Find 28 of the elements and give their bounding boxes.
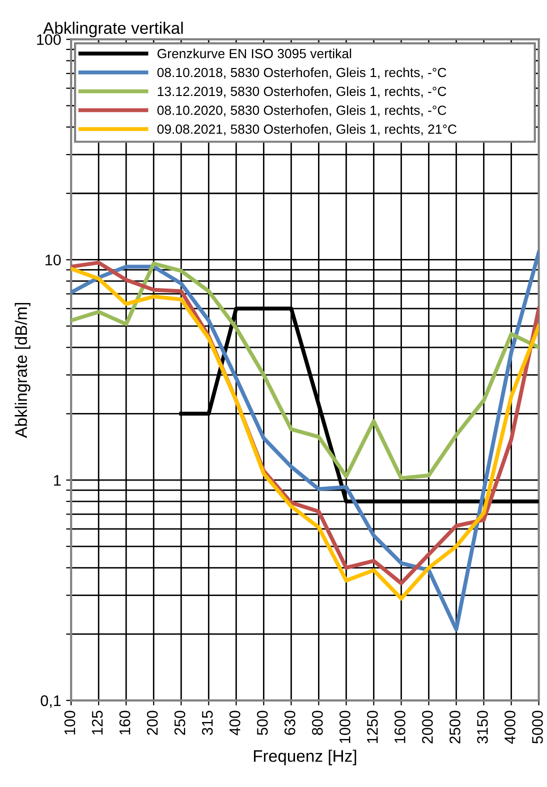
x-tick-label: 1250 [367,710,378,743]
y-tick-label: 10 [46,254,61,266]
legend-label: 13.12.2019, 5830 Osterhofen, Gleis 1, rechts, -°C [158,86,446,98]
legend-label: Grenzkurve EN ISO 3095 vertikal [158,48,352,58]
y-axis-title: Abklingrate [dB/m] [14,302,30,438]
x-axis-title: Frequenz [Hz] [254,750,356,766]
x-tick-label: 100 [64,710,76,734]
legend-label: 09.08.2021, 5830 Osterhofen, Gleis 1, rechts, 21°C [157,124,457,136]
x-tick-label: 160 [119,710,130,734]
y-tick-label: 0,1 [40,695,61,708]
x-tick-label: 400 [229,710,240,736]
x-tick-label: 500 [256,710,268,736]
x-tick-label: 630 [284,710,296,735]
x-tick-label: 1600 [394,710,406,743]
legend-label: 08.10.2020, 5830 Osterhofen, Gleis 1, rechts, -°C [157,105,446,117]
x-tick-label: 1000 [340,710,350,743]
legend-label: 08.10.2018, 5830 Osterhofen, Gleis 1, rechts, -°C [157,67,446,79]
x-tick-label: 200 [146,710,158,735]
y-tick-label: 1 [54,475,61,486]
x-tick-label: 125 [92,710,103,734]
x-tick-label: 2500 [450,710,460,744]
x-tick-label: 3150 [477,710,488,744]
x-tick-label: 315 [202,710,213,736]
x-tick-label: 800 [312,710,323,735]
x-tick-label: 2000 [422,710,433,744]
x-tick-label: 4000 [504,710,516,744]
x-tick-label: 5000 [532,710,543,744]
x-tick-label: 250 [174,710,186,735]
